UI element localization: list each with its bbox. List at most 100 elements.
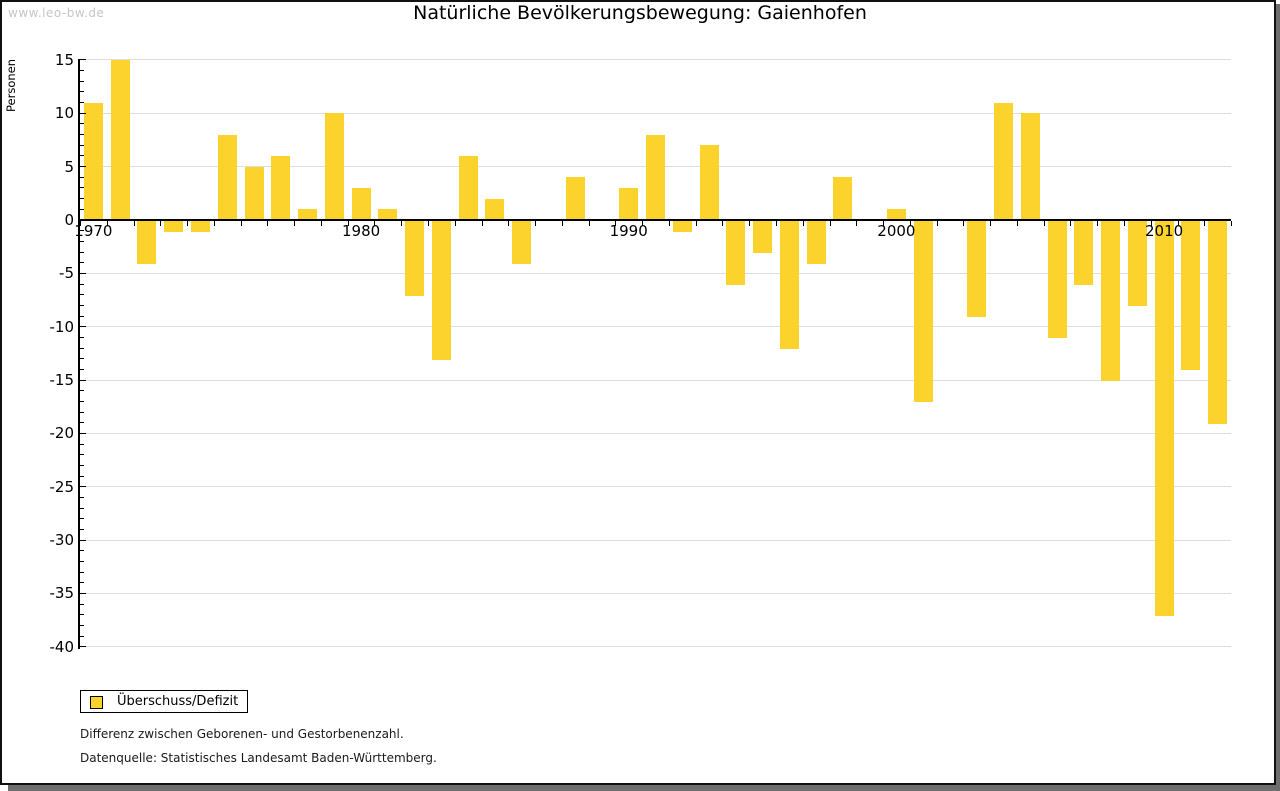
footnote-definition: Differenz zwischen Geborenen- und Gestor… — [80, 727, 404, 741]
y-axis-tick — [80, 432, 86, 434]
y-axis-tick — [80, 80, 84, 82]
y-tick-label: -25 — [49, 477, 75, 496]
bar-1971 — [110, 60, 130, 220]
bar-1970 — [83, 102, 103, 220]
y-axis-tick — [80, 379, 86, 381]
y-tick-label: -35 — [49, 584, 75, 603]
bar-1975 — [217, 134, 237, 220]
x-axis-tick — [561, 221, 563, 226]
x-axis-tick — [1070, 221, 1072, 226]
x-axis-tick — [1150, 221, 1152, 226]
bar-1992 — [672, 221, 692, 232]
bar-2011 — [1181, 221, 1201, 371]
y-axis-tick — [80, 155, 84, 157]
y-axis-tick — [80, 59, 86, 61]
x-axis-tick — [1177, 221, 1179, 226]
bar-1984 — [458, 156, 478, 220]
gridline — [80, 432, 1231, 434]
legend: Überschuss/Defizit — [80, 690, 248, 713]
bar-1991 — [646, 134, 665, 220]
y-axis-tick — [80, 251, 84, 253]
y-axis-title: Personen — [4, 58, 18, 112]
y-axis-tick — [80, 518, 84, 520]
y-axis-tick — [80, 70, 84, 72]
bar-1977 — [271, 156, 291, 220]
y-axis-tick — [80, 208, 84, 210]
y-axis-tick — [80, 496, 84, 498]
bar-2007 — [1074, 221, 1094, 285]
bar-2008 — [1101, 221, 1120, 381]
y-axis-tick — [80, 283, 84, 285]
y-axis-tick — [80, 550, 84, 552]
y-axis-tick — [80, 539, 86, 541]
page-title: Natürliche Bevölkerungsbewegung: Gaienho… — [413, 2, 867, 24]
x-axis-tick — [1123, 221, 1125, 226]
bar-2000 — [886, 209, 906, 220]
x-axis-tick — [508, 221, 510, 226]
bar-1996 — [779, 221, 799, 349]
x-axis-tick — [1231, 221, 1232, 226]
y-tick-label: -15 — [49, 371, 75, 389]
y-axis-tick — [80, 390, 84, 392]
bar-1974 — [191, 221, 210, 232]
x-axis-tick — [802, 221, 804, 226]
y-axis-tick — [80, 336, 84, 338]
gridline — [80, 272, 1231, 274]
x-axis-tick — [454, 221, 456, 226]
y-axis-line — [78, 59, 80, 649]
x-axis-tick — [856, 221, 858, 226]
gridline — [80, 112, 1231, 114]
y-axis-tick — [80, 443, 84, 445]
y-axis-tick — [80, 144, 84, 146]
x-axis-tick — [428, 221, 429, 226]
y-tick-label: -5 — [59, 264, 74, 283]
y-axis-tick — [80, 368, 84, 370]
frame-shadow-bottom — [8, 785, 1276, 791]
y-axis-tick — [80, 176, 84, 178]
x-axis-tick — [294, 221, 296, 226]
bar-1997 — [806, 221, 826, 264]
y-axis-tick — [80, 646, 86, 648]
y-axis-tick — [80, 262, 84, 264]
bar-2012 — [1208, 221, 1228, 424]
y-axis-tick — [80, 347, 84, 349]
y-axis-tick — [80, 614, 84, 616]
y-axis-tick — [80, 571, 84, 573]
bar-2009 — [1127, 221, 1147, 307]
y-axis-tick — [80, 464, 84, 466]
x-axis-tick — [267, 221, 269, 226]
frame-shadow-right — [1276, 4, 1280, 791]
x-axis-tick — [642, 221, 644, 226]
gridline — [80, 646, 1231, 648]
x-tick-label: 1990 — [609, 222, 648, 240]
x-axis-tick — [1204, 221, 1206, 226]
x-axis-tick — [829, 221, 831, 226]
bar-2006 — [1047, 221, 1067, 339]
y-axis-tick — [80, 454, 84, 456]
bar-1972 — [137, 221, 157, 264]
gridline — [80, 539, 1231, 541]
bar-1981 — [378, 209, 398, 220]
bar-1994 — [726, 221, 746, 285]
bar-1973 — [164, 221, 184, 232]
x-axis-tick — [936, 221, 938, 226]
gridline — [80, 486, 1231, 488]
x-axis-tick — [776, 221, 777, 226]
y-axis-tick — [80, 400, 84, 402]
x-axis-tick — [347, 221, 349, 226]
y-axis-tick — [80, 230, 84, 232]
legend-color-swatch-icon — [90, 696, 103, 709]
y-axis-tick — [80, 134, 84, 136]
bar-1983 — [431, 221, 451, 360]
x-axis-tick — [588, 221, 590, 226]
x-axis-tick — [749, 221, 751, 226]
x-axis-tick — [401, 221, 403, 226]
y-axis-tick — [80, 528, 84, 530]
y-axis-tick — [80, 560, 84, 562]
y-axis-tick — [80, 475, 84, 477]
x-axis-tick — [1097, 221, 1099, 226]
y-axis-tick — [80, 315, 84, 317]
gridline — [80, 592, 1231, 594]
legend-label: Überschuss/Defizit — [117, 694, 239, 709]
